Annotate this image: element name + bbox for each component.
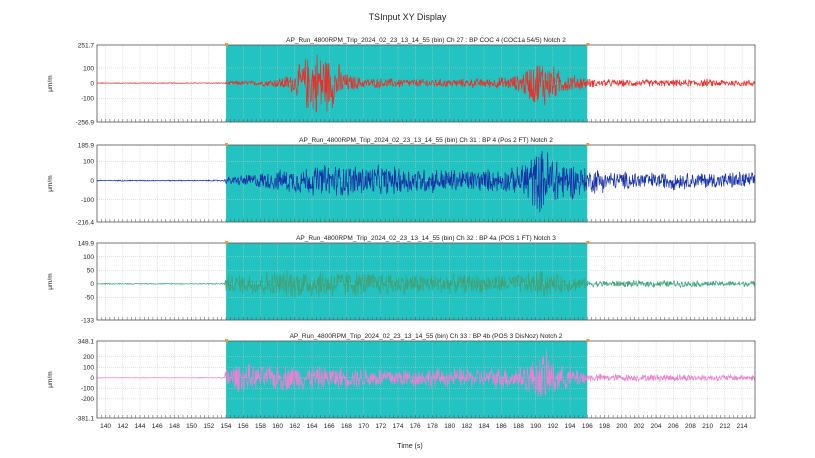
- panel-2: 185.9 100 0 -100 -216.4 μm/m AP_Run_4800RPM_Tr…: [47, 137, 756, 226]
- x-tick-label: 212: [719, 423, 730, 430]
- x-tick-label: 148: [169, 423, 180, 430]
- x-tick-label: 188: [513, 423, 524, 430]
- x-tick-label: 200: [616, 423, 627, 430]
- x-tick-label: 196: [582, 423, 593, 430]
- y-tick-label: -200: [81, 396, 94, 403]
- range-marker-start: [225, 339, 229, 342]
- y-tick-label: 0: [90, 178, 94, 185]
- plot-frame: [96, 144, 756, 223]
- x-tick-label: 166: [324, 423, 335, 430]
- panel-4: 348.1 200 100 0 -100 -200 -381.1 μm/m AP_Run_480…: [47, 333, 756, 422]
- y-axis-label: μm/m: [47, 175, 54, 191]
- x-tick-label: 198: [599, 423, 610, 430]
- panel-title: AP_Run_4800RPM_Trip_2024_02_23_13_14_55 …: [296, 235, 556, 242]
- y-tick-label: 149.9: [78, 240, 95, 247]
- range-marker-end: [586, 43, 590, 46]
- signal-trace: [96, 349, 756, 397]
- x-tick-label: 194: [565, 423, 576, 430]
- y-tick-label: -381.1: [76, 415, 95, 422]
- x-tick-label: 184: [479, 423, 490, 430]
- x-tick-label: 180: [444, 423, 455, 430]
- window-title: TSInput XY Display: [368, 12, 447, 22]
- x-tick-label: 162: [289, 423, 300, 430]
- plot-frame: [96, 340, 756, 419]
- x-tick-label: 178: [427, 423, 438, 430]
- signal-trace: [96, 150, 756, 213]
- y-tick-label: 0: [90, 281, 94, 288]
- range-marker-start: [225, 43, 229, 46]
- y-tick-label: 200: [83, 354, 94, 361]
- x-tick-label: 140: [100, 423, 111, 430]
- panel-1: 251.7 100 0 -100 -256.9 μm/m AP_Run_4800RPM_Tr…: [47, 37, 756, 126]
- x-tick-label: 150: [186, 423, 197, 430]
- range-marker-end: [586, 241, 590, 244]
- plot-frame: [96, 242, 756, 321]
- y-tick-label: 100: [83, 364, 94, 371]
- x-tick-label: 172: [375, 423, 386, 430]
- x-tick-label: 206: [668, 423, 679, 430]
- x-tick-label: 160: [272, 423, 283, 430]
- panel-title: AP_Run_4800RPM_Trip_2024_02_23_13_14_55 …: [286, 37, 566, 44]
- y-tick-label: -133: [81, 317, 94, 324]
- range-marker-start: [225, 143, 229, 146]
- y-tick-label: -216.4: [76, 219, 95, 226]
- y-tick-label: 50: [87, 267, 95, 274]
- y-tick-label: 0: [90, 80, 94, 87]
- y-tick-label: -50: [85, 295, 95, 302]
- x-tick-label: 152: [203, 423, 214, 430]
- x-tick-label: 182: [461, 423, 472, 430]
- signal-trace: [96, 54, 755, 113]
- y-tick-label: -100: [81, 96, 94, 103]
- x-tick-label: 202: [633, 423, 644, 430]
- y-axis-label: μm/m: [47, 371, 54, 387]
- range-marker-start: [225, 241, 229, 244]
- x-tick-label: 168: [341, 423, 352, 430]
- y-tick-label: 0: [90, 375, 94, 382]
- x-tick-label: 186: [496, 423, 507, 430]
- range-marker-end: [586, 143, 590, 146]
- x-axis-label: Time (s): [397, 443, 423, 450]
- x-tick-label: 176: [410, 423, 421, 430]
- x-tick-label: 142: [117, 423, 128, 430]
- range-marker-end: [586, 339, 590, 342]
- x-tick-label: 174: [393, 423, 404, 430]
- plot-frame: [96, 44, 756, 123]
- y-tick-label: -100: [81, 197, 94, 204]
- y-axis-label: μm/m: [47, 75, 54, 91]
- x-tick-label: 154: [221, 423, 232, 430]
- panel-3: 149.9 100 50 0 -50 -133 μm/m AP_Run_4800RPM_Tri…: [47, 235, 756, 324]
- y-tick-label: 100: [83, 65, 94, 72]
- y-tick-label: 100: [83, 254, 94, 261]
- y-tick-label: -256.9: [76, 119, 95, 126]
- y-tick-label: -100: [81, 386, 94, 393]
- x-tick-label: 170: [358, 423, 369, 430]
- y-tick-label: 100: [83, 159, 94, 166]
- x-tick-label: 208: [685, 423, 696, 430]
- signal-trace: [96, 269, 756, 299]
- x-tick-label: 158: [255, 423, 266, 430]
- y-tick-label: 251.7: [78, 42, 95, 49]
- x-tick-label: 156: [238, 423, 249, 430]
- panel-title: AP_Run_4800RPM_Trip_2024_02_23_13_14_55 …: [290, 333, 563, 340]
- x-tick-label: 214: [737, 423, 748, 430]
- x-tick-label: 210: [702, 423, 713, 430]
- y-tick-label: 348.1: [78, 338, 95, 345]
- panel-title: AP_Run_4800RPM_Trip_2024_02_23_13_14_55 …: [299, 137, 553, 144]
- x-tick-label: 164: [307, 423, 318, 430]
- x-tick-label: 190: [530, 423, 541, 430]
- x-tick-label: 192: [547, 423, 558, 430]
- y-tick-label: 185.9: [78, 142, 95, 149]
- x-tick-label: 144: [135, 423, 146, 430]
- y-axis-label: μm/m: [47, 273, 54, 289]
- x-tick-label: 204: [651, 423, 662, 430]
- x-tick-label: 146: [152, 423, 163, 430]
